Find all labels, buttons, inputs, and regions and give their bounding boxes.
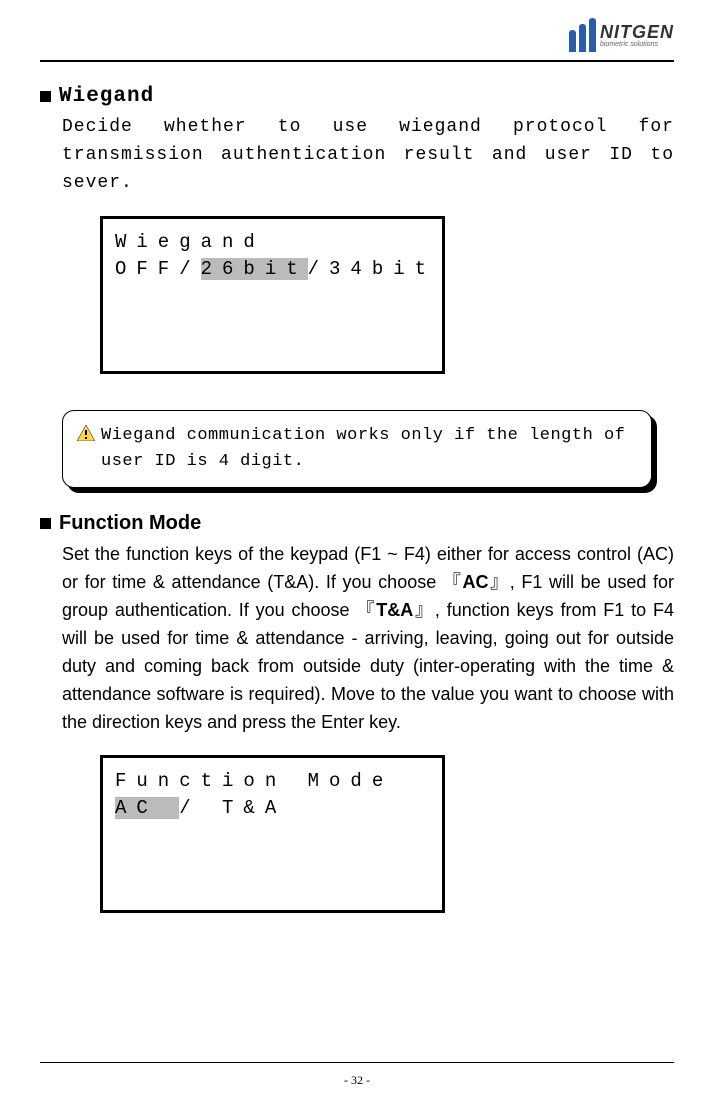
selected-option: 26bit (201, 258, 308, 280)
logo-bars-icon (569, 18, 596, 52)
warning-icon (77, 425, 95, 441)
bullet-icon (40, 518, 51, 529)
function-mode-body: Set the function keys of the keypad (F1 … (62, 541, 674, 736)
warning-text: Wiegand communication works only if the … (101, 423, 637, 476)
section-title-wiegand: Wiegand (59, 85, 154, 108)
page-number: - 32 - (0, 1073, 714, 1088)
display-line1: Wiegand (115, 229, 430, 257)
section-function-mode: Function Mode Set the function keys of t… (40, 512, 674, 912)
function-mode-display: Function Mode AC / T&A (100, 755, 445, 913)
bottom-rule (40, 1062, 674, 1063)
display-line2: OFF/26bit/34bit (115, 256, 430, 284)
section-wiegand: Wiegand Decide whether to use wiegand pr… (40, 85, 674, 374)
logo-sub-text: biometric solutions (600, 41, 674, 48)
logo-main-text: NITGEN (600, 23, 674, 41)
warning-box: Wiegand communication works only if the … (62, 410, 652, 489)
wiegand-display: Wiegand OFF/26bit/34bit (100, 216, 445, 374)
top-rule (40, 60, 674, 62)
display-line1: Function Mode (115, 768, 430, 796)
selected-option: AC (115, 797, 179, 819)
bullet-icon (40, 91, 51, 102)
display-line2: AC / T&A (115, 795, 430, 823)
wiegand-body: Decide whether to use wiegand protocol f… (62, 114, 674, 198)
section-title-function-mode: Function Mode (59, 512, 201, 535)
brand-logo: NITGEN biometric solutions (569, 18, 674, 52)
